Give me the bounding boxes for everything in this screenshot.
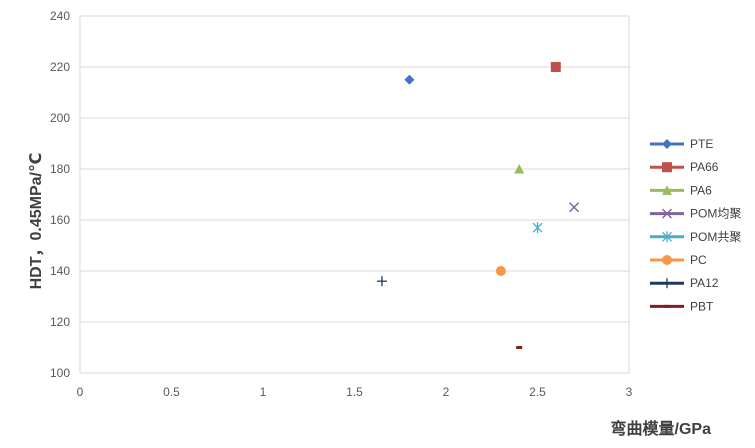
y-axis-title: HDT，0.45MPa/℃ (28, 153, 45, 290)
legend-label: PTE (690, 137, 713, 151)
data-markers (376, 62, 580, 349)
data-point (495, 266, 506, 276)
y-tick-label: 140 (50, 264, 70, 278)
data-point (376, 276, 387, 287)
legend-label: POM共聚 (690, 230, 741, 244)
y-tick-label: 100 (50, 366, 70, 380)
legend-marker (662, 185, 672, 195)
legend-marker (662, 162, 672, 173)
data-point (404, 74, 415, 85)
legend-label: PC (690, 253, 707, 267)
x-axis-title: 弯曲模量/GPa (611, 419, 712, 438)
data-point (550, 62, 561, 72)
y-tick-label: 240 (50, 9, 70, 23)
data-point (569, 202, 580, 213)
y-tick-label: 120 (50, 315, 70, 329)
x-tick-label: 1 (260, 385, 267, 399)
legend-marker (664, 304, 670, 308)
legend: PTE PA66 PA6 POM均聚 POM共聚 PC PA12 PBT (650, 137, 741, 313)
legend-label: PBT (690, 299, 714, 313)
x-tick-labels: 0 0.5 1 1.5 2 2.5 3 (77, 385, 633, 399)
x-tick-label: 2.5 (529, 385, 546, 399)
legend-marker (662, 278, 672, 289)
x-tick-label: 3 (626, 385, 633, 399)
legend-label: PA6 (690, 183, 712, 197)
legend-marker (661, 208, 673, 219)
y-tick-labels: 100 120 140 160 180 200 220 240 (50, 9, 70, 380)
legend-marker (662, 255, 672, 265)
legend-label: PA12 (690, 276, 719, 290)
x-tick-label: 2 (443, 385, 450, 399)
x-tick-label: 0 (77, 385, 84, 399)
x-tick-label: 0.5 (163, 385, 180, 399)
x-tick-label: 1.5 (346, 385, 363, 399)
y-tick-label: 220 (50, 60, 70, 74)
y-tick-label: 200 (50, 111, 70, 125)
legend-marker (662, 139, 672, 149)
legend-marker (662, 231, 672, 243)
grid-lines (80, 15, 629, 374)
y-tick-label: 160 (50, 213, 70, 227)
legend-label: POM均聚 (690, 207, 741, 221)
legend-label: PA66 (690, 160, 719, 174)
data-point (514, 164, 525, 174)
data-point (532, 222, 543, 234)
y-tick-label: 180 (50, 162, 70, 176)
data-point (516, 346, 523, 349)
